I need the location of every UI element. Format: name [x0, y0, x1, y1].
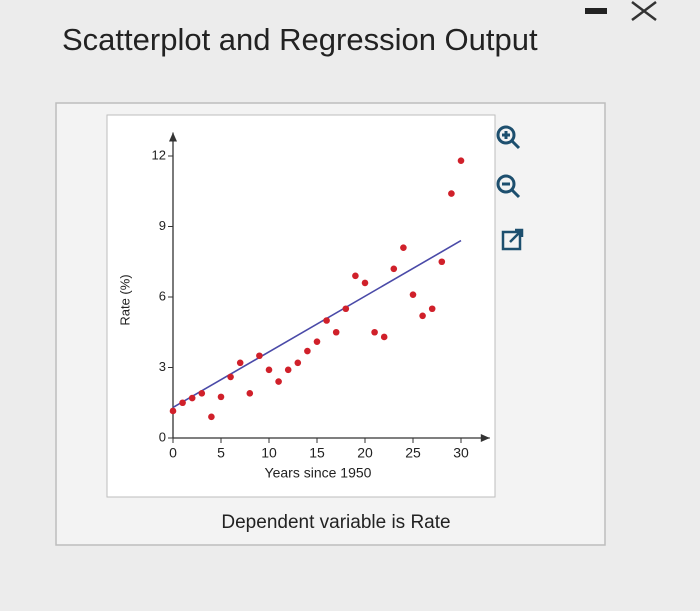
- plot-frame: [106, 114, 496, 498]
- x-axis-arrow: [480, 434, 490, 442]
- x-tick-label: 20: [357, 445, 373, 461]
- data-point: [246, 390, 254, 397]
- x-axis-label: Years since 1950: [265, 465, 372, 481]
- data-point: [236, 359, 244, 367]
- open-external-icon[interactable]: [501, 228, 524, 251]
- data-point: [169, 407, 177, 415]
- data-point: [409, 291, 417, 298]
- data-point: [428, 305, 436, 313]
- data-point: [227, 373, 234, 381]
- minimize-button[interactable]: [585, 8, 607, 14]
- data-point: [294, 359, 302, 367]
- y-tick-label: 12: [152, 147, 166, 162]
- x-tick-label: 15: [309, 445, 325, 461]
- close-button[interactable]: [631, 1, 657, 21]
- data-point: [256, 352, 263, 360]
- data-point: [380, 333, 388, 341]
- data-point: [188, 394, 196, 402]
- y-tick-label: 6: [159, 288, 166, 303]
- data-point: [352, 272, 359, 280]
- data-point: [390, 265, 398, 273]
- x-tick-label: 30: [453, 445, 469, 461]
- regression-line: [172, 239, 462, 409]
- y-tick-label: 9: [159, 218, 166, 233]
- data-point: [217, 393, 225, 401]
- x-tick-label: 5: [217, 445, 225, 461]
- data-point: [323, 317, 330, 324]
- data-point: [400, 244, 407, 251]
- data-point: [275, 378, 282, 385]
- data-point: [361, 279, 369, 287]
- x-tick-label: 0: [169, 445, 177, 461]
- y-tick-label: 0: [159, 429, 166, 444]
- data-point: [342, 305, 350, 313]
- y-tick-label: 3: [159, 359, 166, 374]
- zoom-in-icon[interactable]: [496, 125, 521, 150]
- data-point: [284, 366, 292, 374]
- data-point: [265, 366, 273, 374]
- data-point: [313, 338, 321, 345]
- data-point: [448, 190, 455, 197]
- data-point: [304, 347, 311, 355]
- data-point: [371, 328, 378, 336]
- page-title: Scatterplot and Regression Output: [62, 22, 538, 57]
- note: Dependent variable is Rate: [221, 512, 450, 533]
- data-point: [438, 258, 446, 266]
- x-tick-label: 10: [261, 445, 277, 461]
- y-axis-arrow: [169, 132, 177, 142]
- x-tick-label: 25: [405, 445, 421, 461]
- data-point: [457, 157, 465, 164]
- data-point: [179, 399, 186, 407]
- data-point: [208, 413, 215, 421]
- zoom-out-icon[interactable]: [496, 174, 521, 199]
- data-point: [332, 328, 340, 336]
- data-point: [419, 312, 426, 320]
- data-point: [198, 390, 206, 397]
- y-axis-label: Rate (%): [117, 274, 132, 325]
